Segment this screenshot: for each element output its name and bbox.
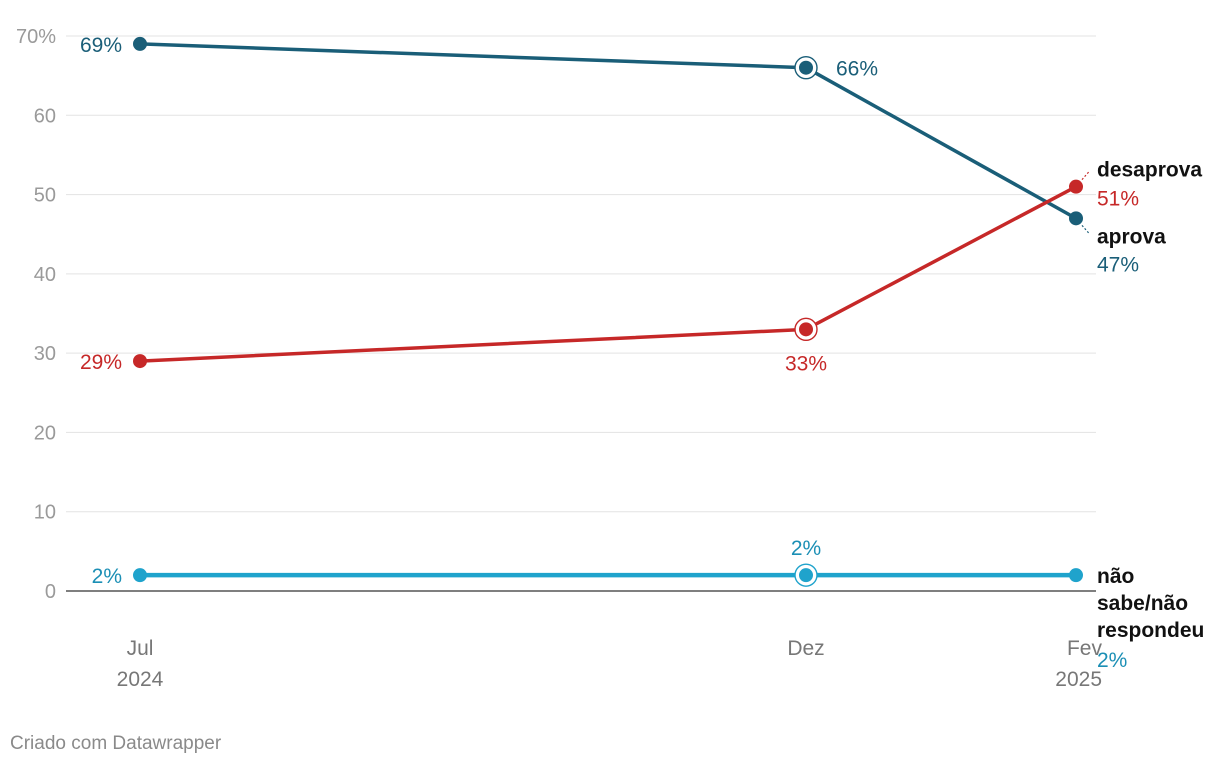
value-label: 2% xyxy=(791,537,821,560)
data-point xyxy=(133,36,147,51)
footer-credit[interactable]: Criado com Datawrapper xyxy=(10,733,222,754)
grid-layer xyxy=(66,35,1096,592)
series-line-0 xyxy=(138,42,1078,221)
y-tick-label: 20 xyxy=(34,422,56,444)
data-point xyxy=(1069,179,1083,194)
y-tick-label: 60 xyxy=(34,105,56,127)
value-label: 2% xyxy=(92,565,122,588)
data-point xyxy=(1069,211,1083,226)
y-tick-label: 10 xyxy=(34,502,56,524)
axis-layer: 0 10 20 30 40 50 60 70% Jul 2024 Dez Fev 2025 xyxy=(16,26,1103,691)
data-point xyxy=(799,322,813,337)
value-label: 69% xyxy=(80,34,122,57)
series-name-label: não sabe/não respondeu xyxy=(1097,565,1204,642)
data-point xyxy=(133,568,147,583)
value-label: 66% xyxy=(836,58,878,81)
y-tick-label: 70% xyxy=(16,26,56,48)
x-tick-label: Dez xyxy=(787,637,824,660)
leader-line xyxy=(1081,224,1090,234)
series-name-label: aprova xyxy=(1097,225,1166,248)
x-tick-year-label: 2024 xyxy=(117,668,164,691)
data-point xyxy=(133,354,147,369)
value-label: 2% xyxy=(1097,649,1127,672)
data-point xyxy=(1069,568,1083,583)
y-tick-label: 50 xyxy=(34,185,56,207)
y-tick-label: 40 xyxy=(34,264,56,286)
data-point xyxy=(799,60,813,75)
data-point xyxy=(799,568,813,583)
series-name-line: sabe/não xyxy=(1097,592,1188,615)
value-label: 51% xyxy=(1097,188,1139,211)
series-name-line: respondeu xyxy=(1097,619,1204,642)
value-label: 47% xyxy=(1097,253,1139,276)
leader-line xyxy=(1081,171,1090,181)
value-label: 29% xyxy=(80,351,122,374)
x-tick-label: Fev xyxy=(1067,637,1103,660)
label-layer: 69% 66% 47% 29% 33% 51% 2% 2% 2% aprova desaprova n… xyxy=(80,34,1204,672)
series-name-line: não xyxy=(1097,565,1134,588)
series-layer xyxy=(133,36,1083,587)
x-tick-label: Jul xyxy=(127,637,154,660)
y-tick-label: 30 xyxy=(34,343,56,365)
series-name-label: desaprova xyxy=(1097,159,1202,182)
y-tick-label: 0 xyxy=(45,581,56,603)
x-tick-year-label: 2025 xyxy=(1055,668,1102,691)
value-label: 33% xyxy=(785,352,827,375)
